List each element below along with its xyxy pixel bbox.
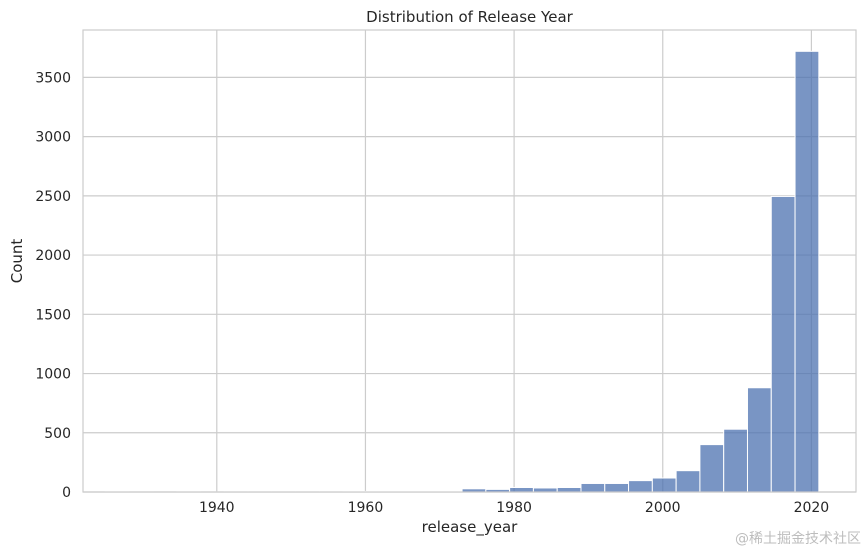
histogram-bar [651,477,677,493]
histogram-bar [604,482,630,493]
histogram-bar [699,444,725,493]
y-tick-label: 3000 [35,130,71,146]
histogram-bar [532,487,558,493]
plot-frame [82,29,857,493]
histogram-bars [104,50,820,493]
y-tick-label: 2000 [35,248,71,264]
histogram-bar [580,482,606,493]
histogram-bar [770,195,796,493]
watermark-text: @稀土掘金技术社区 [735,531,861,547]
x-tick-label: 1980 [496,500,532,516]
histogram-bar [746,387,772,493]
chart-title: Distribution of Release Year [366,8,573,26]
y-axis-label: Count [8,239,26,284]
x-tick-label: 2020 [794,500,830,516]
grid-lines [83,30,856,493]
y-tick-label: 1500 [35,307,71,323]
y-tick-label: 3500 [35,70,71,86]
x-tick-labels: 1940 1960 1980 2000 2020 [199,500,829,516]
histogram-bar [794,50,820,493]
histogram-bar [675,470,701,493]
y-tick-label: 500 [44,426,71,442]
histogram-bar [556,486,582,493]
x-tick-label: 2000 [645,500,681,516]
histogram-bar [628,480,653,493]
y-tick-label: 0 [62,485,71,501]
x-tick-label: 1940 [199,500,235,516]
x-tick-label: 1960 [348,500,384,516]
x-axis-label: release_year [422,518,518,537]
y-tick-label: 1000 [35,367,71,383]
histogram-bar [509,486,534,493]
y-tick-labels: 0 500 1000 1500 2000 2500 3000 3500 [35,70,71,501]
histogram-bar [723,428,748,493]
y-tick-label: 2500 [35,189,71,205]
